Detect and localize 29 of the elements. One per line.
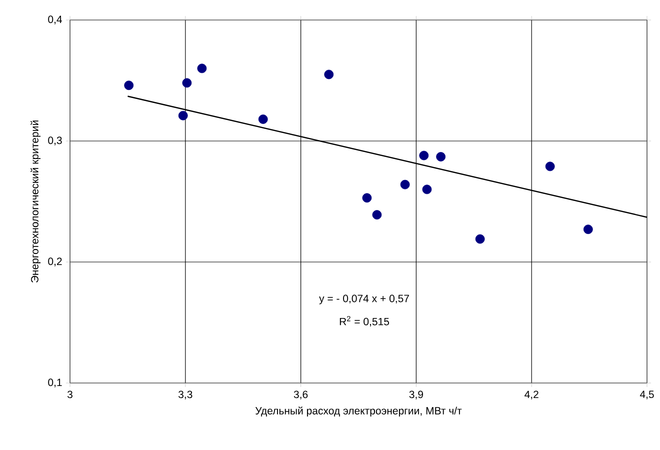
point (324, 70, 334, 80)
point (475, 234, 485, 244)
point (258, 114, 268, 124)
point (372, 210, 382, 220)
x-axis-title: Удельный расход электроэнергии, МВт ч/т (255, 406, 462, 417)
x-tick-label: 3,3 (178, 390, 192, 400)
annotation: R$^{2}$ = 0,515 (340, 316, 390, 327)
point (197, 64, 207, 74)
x-tick-label: 3 (67, 390, 72, 398)
point (178, 110, 188, 120)
point (545, 162, 555, 172)
annotation: y = - 0,074 x + 0,57 (319, 294, 409, 304)
point (436, 152, 446, 162)
y-tick-label: 0,4 (48, 16, 62, 24)
x-tick-label: 4,5 (640, 390, 654, 400)
x-tick-label: 3,6 (294, 390, 308, 400)
point (583, 224, 593, 234)
x-tick-label: 3,9 (409, 390, 423, 400)
y-axis-title: Энерготехнологический критерий (30, 120, 41, 283)
point (362, 193, 372, 203)
point (182, 78, 192, 88)
point (422, 184, 432, 194)
x-tick-label: 4,2 (524, 390, 538, 400)
y-tick-label: 0,2 (48, 258, 62, 266)
point (400, 180, 410, 190)
y-tick-label: 0,1 (48, 378, 62, 388)
point (419, 150, 429, 160)
point (124, 80, 134, 90)
y-tick-label: 0,3 (48, 136, 62, 146)
